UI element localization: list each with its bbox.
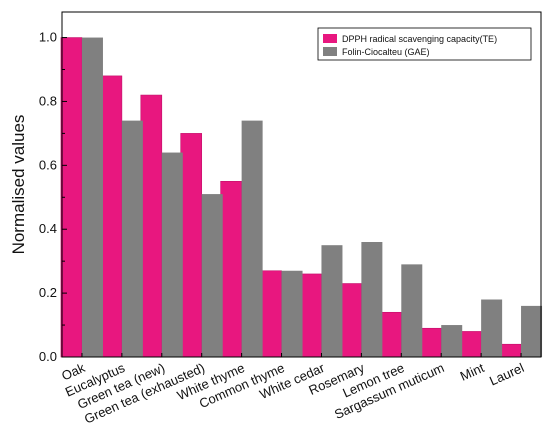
bar-folin-4 (241, 120, 263, 357)
legend: DPPH radical scavenging capacity(TE) Foli… (317, 27, 532, 61)
y-tick-label-3: 0.6 (39, 157, 57, 172)
bar-folin-10 (481, 299, 503, 357)
y-tick-label-0: 0.0 (39, 349, 57, 364)
bar-dpph-10 (459, 331, 482, 358)
y-tick-label-5: 1.0 (39, 30, 57, 45)
bar-folin-1 (121, 120, 143, 357)
bar-dpph-11 (499, 343, 522, 358)
bars-layer (60, 37, 543, 358)
bar-folin-2 (161, 152, 183, 357)
bar-folin-5 (281, 270, 303, 357)
bar-dpph-1 (100, 75, 123, 358)
bar-dpph-2 (140, 94, 163, 358)
legend-items: DPPH radical scavenging capacity(TE) Foli… (323, 34, 497, 57)
bar-dpph-3 (180, 133, 203, 358)
bar-folin-3 (201, 194, 223, 357)
bar-dpph-9 (419, 327, 442, 358)
y-axis: 0.0 0.2 0.4 0.6 0.8 1.0 (39, 30, 67, 364)
legend-swatch-0 (323, 34, 337, 43)
y-tick-label-1: 0.2 (39, 285, 57, 300)
x-tick-label-10: Mint (458, 360, 487, 384)
y-axis-title: Normalised values (9, 115, 28, 255)
legend-label-0: DPPH radical scavenging capacity(TE) (342, 34, 497, 44)
x-tick-label-11: Laurel (487, 360, 526, 388)
legend-box (317, 27, 532, 61)
legend-label-1: Folin-Ciocalteu (GAE) (342, 47, 430, 57)
bar-folin-9 (441, 325, 463, 357)
bar-folin-0 (81, 37, 103, 358)
y-tick-label-2: 0.4 (39, 221, 57, 236)
bar-folin-7 (361, 242, 383, 357)
bar-dpph-4 (220, 181, 242, 358)
bar-dpph-6 (300, 273, 322, 358)
bar-folin-6 (321, 245, 343, 357)
bar-dpph-7 (340, 283, 362, 358)
bar-folin-8 (401, 264, 423, 357)
bar-dpph-8 (379, 311, 402, 358)
legend-swatch-1 (323, 47, 337, 56)
y-tick-label-4: 0.8 (39, 93, 57, 108)
bar-folin-11 (521, 305, 543, 357)
plot-frame (61, 11, 542, 358)
bar-dpph-5 (260, 270, 282, 358)
